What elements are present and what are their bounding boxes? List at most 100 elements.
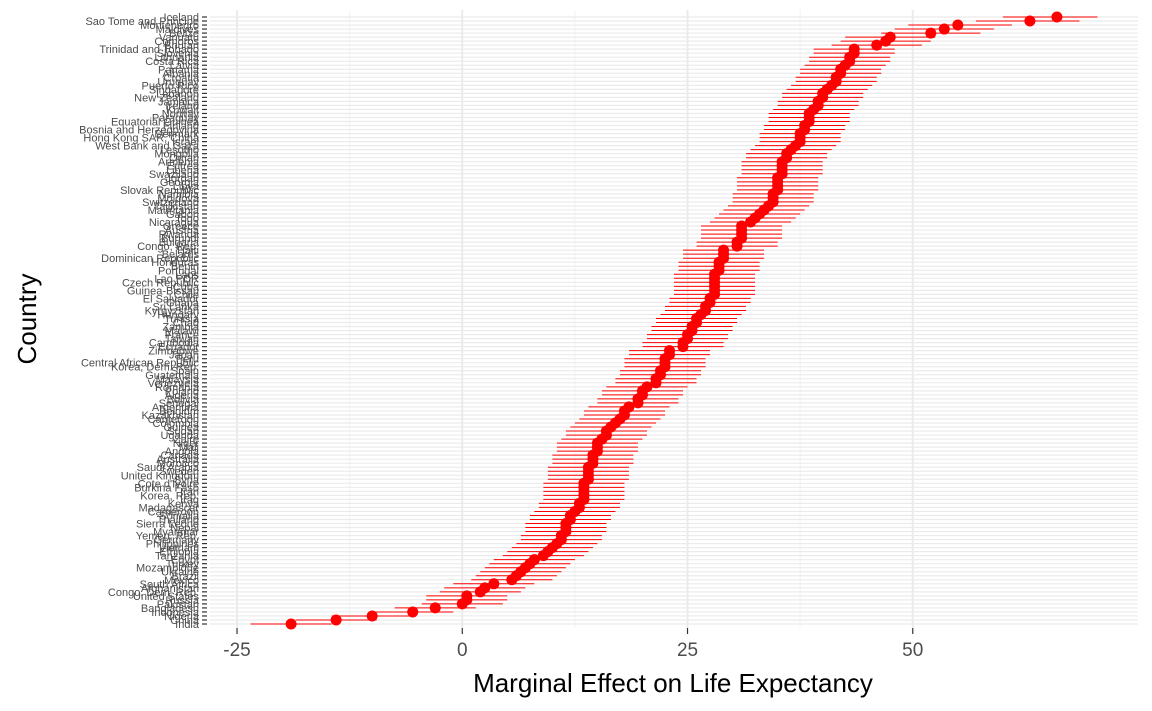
y-tick-label: Nigeria: [164, 611, 200, 623]
y-tick-label: Guinea: [164, 422, 200, 434]
data-point: [871, 39, 883, 51]
y-tick-label: Burundi: [161, 233, 199, 245]
y-tick-label: Comoros: [154, 36, 199, 48]
y-tick-label: Liberia: [166, 165, 200, 177]
y-tick-label: Iraq: [180, 494, 199, 506]
y-tick-label: Korea, Dem. Rep.: [111, 362, 199, 374]
y-tick-label: Zimbabwe: [148, 346, 199, 358]
y-tick-label: Lao PDR: [154, 273, 199, 285]
x-tick-label: 50: [902, 640, 923, 661]
y-tick-label: Belize: [169, 28, 199, 40]
y-tick-label: Gabon: [166, 209, 199, 221]
data-point: [488, 578, 500, 590]
y-tick-label: Niger: [173, 438, 200, 450]
y-tick-label: Bosnia and Herzegovina: [79, 125, 200, 137]
y-tick-label: Slovak Republic: [120, 185, 199, 197]
y-tick-label: Syria: [174, 474, 200, 486]
y-tick-label: Kazakhstan: [142, 410, 199, 422]
y-tick-label: Namibia: [159, 189, 200, 201]
y-tick-label: Congo, Dem. Rep.: [108, 587, 199, 599]
y-tick-label: Lesotho: [160, 145, 199, 157]
y-tick-label: Czech Republic: [122, 277, 200, 289]
y-tick-label: Zaire: [174, 434, 199, 446]
y-tick-label: Ethiopia: [159, 547, 200, 559]
y-tick-label: Mongolia: [154, 149, 200, 161]
y-tick-label: Guatemala: [145, 370, 200, 382]
y-tick-label: Afghanistan: [141, 583, 199, 595]
y-tick-label: Egypt: [171, 555, 199, 567]
y-tick-label: Chad: [173, 318, 199, 330]
y-tick-label: Vanuatu: [159, 32, 199, 44]
y-tick-label: Laos: [175, 269, 199, 281]
y-tick-label: Maldives: [156, 24, 200, 36]
y-tick-label: Venezuela: [148, 378, 200, 390]
y-tick-label: Sao Tome and Principe: [85, 16, 199, 28]
y-tick-label: Equatorial Guinea: [111, 117, 200, 129]
y-tick-label: Myanmar: [153, 527, 199, 539]
y-tick-label: New Zealand: [134, 92, 199, 104]
y-tick-label: Lithuania: [154, 52, 200, 64]
y-tick-label: Tajikistan: [154, 201, 199, 213]
y-tick-label: Austria: [165, 225, 200, 237]
y-tick-label: Cameroon: [148, 506, 199, 518]
data-points: [285, 11, 1063, 630]
y-tick-label: Vietnam: [159, 543, 199, 555]
y-tick-label: Turkey: [166, 559, 200, 571]
data-point: [456, 598, 468, 610]
y-tick-label: Cuba: [173, 281, 200, 293]
y-tick-label: Togo: [175, 213, 199, 225]
data-point: [677, 341, 689, 353]
y-tick-label: Tanzania: [155, 551, 200, 563]
y-tick-label: Zambia: [162, 322, 200, 334]
y-tick-label: Hungary: [157, 309, 199, 321]
y-tick-label: Ghana: [166, 297, 200, 309]
y-tick-label: Romania: [155, 382, 200, 394]
y-tick-label: India: [175, 619, 200, 631]
y-tick-label: Uganda: [160, 430, 199, 442]
y-tick-label: Trinidad and Tobago: [99, 44, 199, 56]
y-tick-label: Malaysia: [156, 374, 200, 386]
y-tick-label: Thailand: [157, 514, 199, 526]
data-point: [745, 216, 757, 228]
y-tick-label: Kyrgyzstan: [145, 305, 199, 317]
y-tick-label: Chile: [174, 289, 199, 301]
y-tick-label: Bhutan: [164, 40, 199, 52]
y-tick-label: Congo, Rep.: [137, 241, 199, 253]
x-tick-label: 25: [677, 640, 698, 661]
y-tick-label: Benin: [171, 261, 199, 273]
y-tick-label: Malawi: [165, 326, 199, 338]
y-tick-label: Rwanda: [159, 229, 200, 241]
y-tick-label: Denmark: [154, 129, 199, 141]
data-point: [938, 23, 950, 35]
y-tick-label: Iran: [180, 486, 199, 498]
y-tick-label: Senegal: [159, 398, 199, 410]
y-tick-label: Cambodia: [149, 338, 200, 350]
y-tick-label: Sweden: [159, 466, 199, 478]
y-tick-label: Korea, Rep.: [140, 490, 199, 502]
y-tick-label: Swaziland: [149, 169, 199, 181]
x-tick-label: -25: [223, 640, 250, 661]
y-tick-label: Central African Republic: [81, 358, 200, 370]
y-axis-title: Country: [12, 273, 42, 364]
y-tick-label: Belgium: [159, 406, 199, 418]
y-tick-label: Eritrea: [167, 161, 200, 173]
y-tick-label: France: [165, 330, 199, 342]
y-tick-label: Australia: [156, 454, 200, 466]
y-tick-label: Switzerland: [142, 197, 199, 209]
data-point: [474, 586, 486, 598]
data-point: [1051, 11, 1063, 23]
data-point: [731, 240, 743, 252]
y-tick-label: Dominican Republic: [101, 253, 199, 265]
y-tick-label: Germany: [154, 535, 200, 547]
y-tick-label: Mozambique: [136, 563, 199, 575]
y-tick-label: Georgia: [160, 177, 200, 189]
y-tick-label: Japan: [169, 350, 199, 362]
y-tick-label: El Salvador: [143, 293, 200, 305]
y-tick-label: Norway: [162, 108, 200, 120]
data-point: [407, 606, 419, 618]
y-tick-label: United States: [133, 591, 200, 603]
y-tick-label: Guinea-Bissau: [127, 285, 199, 297]
y-tick-label: Canada: [160, 450, 199, 462]
